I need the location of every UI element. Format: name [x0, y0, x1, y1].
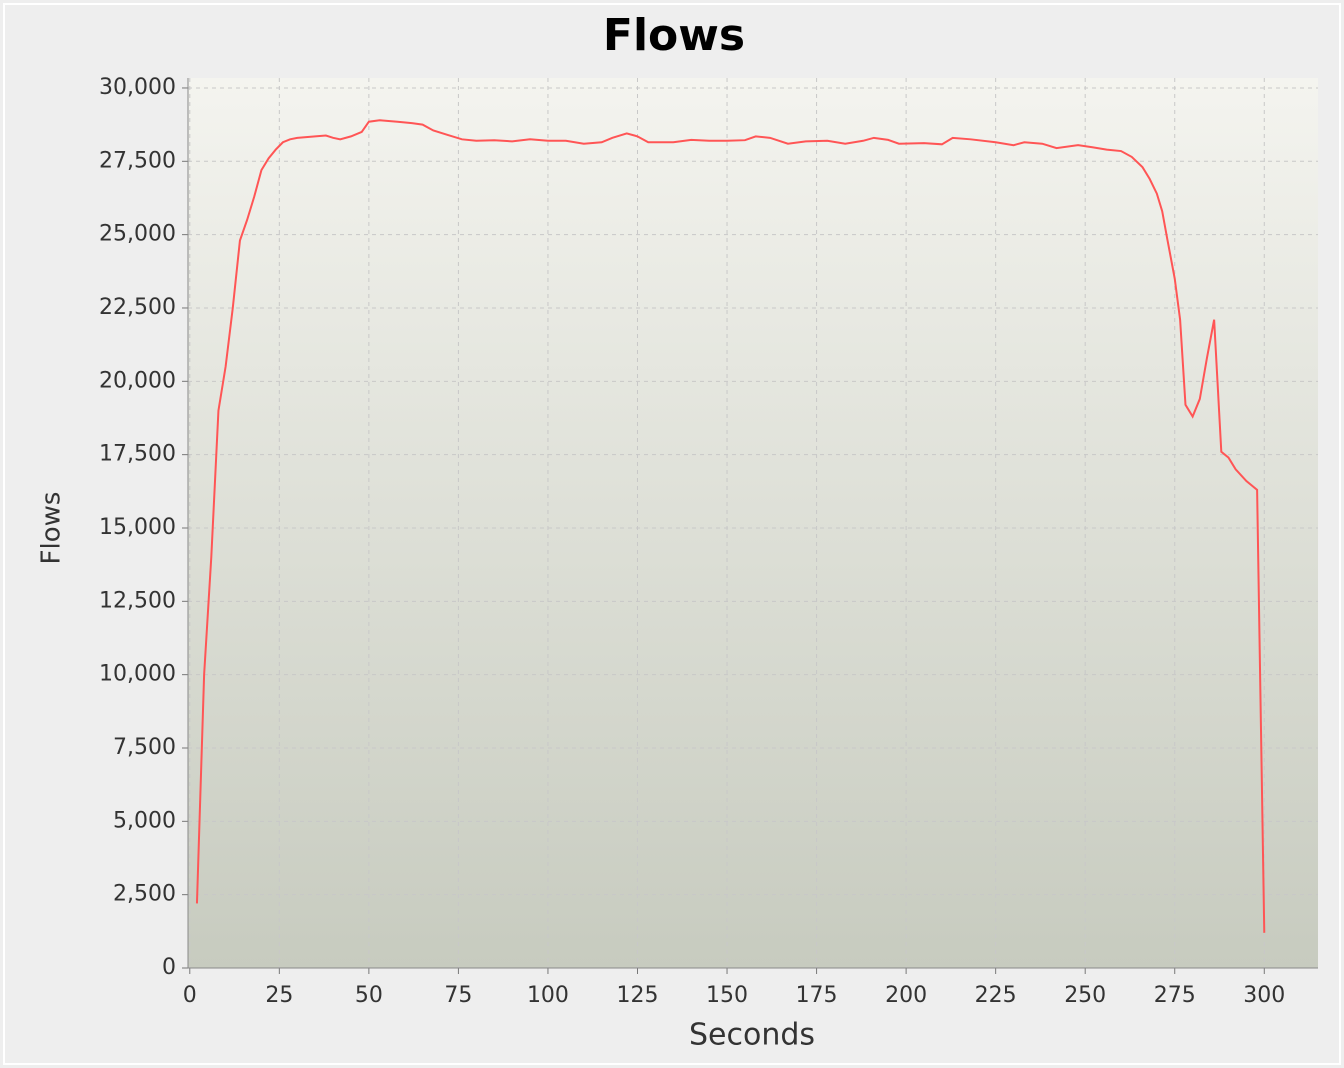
- y-tick-label: 2,500: [113, 882, 176, 907]
- y-tick-label: 25,000: [99, 222, 176, 247]
- x-tick-label: 0: [183, 983, 197, 1008]
- y-tick-label: 5,000: [113, 808, 176, 833]
- y-tick-label: 7,500: [113, 735, 176, 760]
- x-tick-label: 275: [1154, 983, 1196, 1008]
- y-tick-label: 10,000: [99, 662, 176, 687]
- x-tick-label: 175: [796, 983, 838, 1008]
- y-tick-label: 0: [162, 955, 176, 980]
- y-tick-label: 20,000: [99, 368, 176, 393]
- chart-title: Flows: [603, 10, 745, 61]
- x-tick-label: 100: [527, 983, 569, 1008]
- x-tick-label: 225: [975, 983, 1017, 1008]
- y-tick-label: 15,000: [99, 515, 176, 540]
- x-tick-label: 300: [1243, 983, 1285, 1008]
- x-tick-label: 50: [355, 983, 383, 1008]
- plot-area: [188, 78, 1318, 968]
- y-tick-label: 12,500: [99, 588, 176, 613]
- y-tick-label: 30,000: [99, 75, 176, 100]
- x-axis-label: Seconds: [689, 1018, 815, 1053]
- y-tick-label: 27,500: [99, 148, 176, 173]
- y-axis-label: Flows: [37, 492, 67, 565]
- x-tick-label: 25: [265, 983, 293, 1008]
- x-tick-label: 250: [1064, 983, 1106, 1008]
- x-tick-label: 200: [885, 983, 927, 1008]
- x-tick-label: 125: [616, 983, 658, 1008]
- y-tick-label: 17,500: [99, 442, 176, 467]
- x-tick-label: 75: [444, 983, 472, 1008]
- y-tick-label: 22,500: [99, 295, 176, 320]
- x-tick-label: 150: [706, 983, 748, 1008]
- line-series: [195, 119, 1266, 933]
